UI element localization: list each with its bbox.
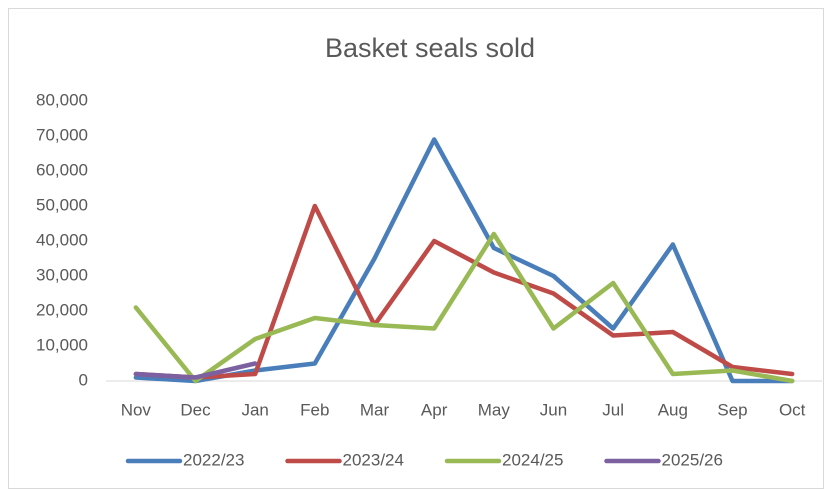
- y-tick-label: 20,000: [36, 300, 88, 319]
- line-series: [133, 203, 795, 380]
- chart-frame: [8, 8, 824, 489]
- x-tick-label: Apr: [421, 400, 448, 419]
- x-tick-label: Oct: [779, 400, 806, 419]
- x-tick-label: Jan: [241, 400, 268, 419]
- line-series: [133, 361, 258, 380]
- x-tick-label: Aug: [658, 400, 688, 419]
- x-tick-label: Jun: [540, 400, 567, 419]
- x-tick-label: Feb: [300, 400, 329, 419]
- y-tick-label: 10,000: [36, 335, 88, 354]
- line-series: [133, 137, 795, 384]
- x-tick-label: Sep: [717, 400, 747, 419]
- x-tick-label: Jul: [602, 400, 624, 419]
- y-tick-label: 50,000: [36, 195, 88, 214]
- y-tick-label: 60,000: [36, 160, 88, 179]
- y-tick-label: 80,000: [36, 90, 88, 109]
- chart-title: Basket seals sold: [325, 33, 535, 63]
- legend-label: 2022/23: [183, 450, 244, 469]
- x-tick-label: Nov: [121, 400, 152, 419]
- legend-label: 2025/26: [662, 450, 723, 469]
- legend-label: 2024/25: [502, 450, 563, 469]
- y-tick-label: 40,000: [36, 230, 88, 249]
- x-tick-label: May: [478, 400, 511, 419]
- legend-label: 2023/24: [343, 450, 404, 469]
- y-tick-label: 70,000: [36, 125, 88, 144]
- line-series: [133, 231, 795, 384]
- x-tick-label: Mar: [360, 400, 390, 419]
- y-tick-label: 30,000: [36, 265, 88, 284]
- x-tick-label: Dec: [180, 400, 211, 419]
- y-tick-label: 0: [79, 370, 88, 389]
